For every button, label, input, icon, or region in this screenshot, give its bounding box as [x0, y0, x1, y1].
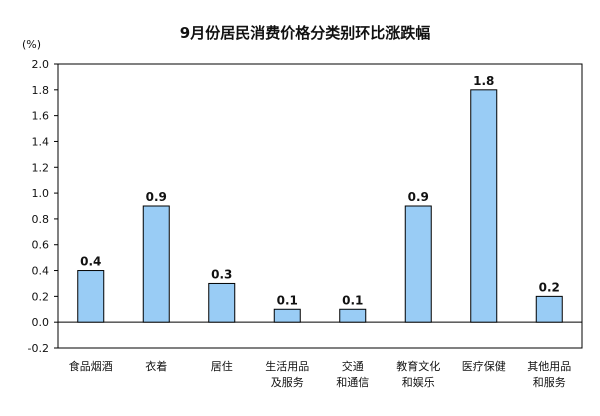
bar-value-label: 0.4: [80, 255, 101, 269]
y-tick-label: 1.6: [32, 110, 50, 123]
plot-frame: [57, 63, 583, 349]
x-category-label: 和娱乐: [402, 375, 435, 389]
bar: [208, 282, 236, 323]
x-category-label: 居住: [211, 359, 233, 373]
bar: [273, 308, 301, 323]
y-axis-unit: (%): [22, 38, 41, 51]
bar: [470, 89, 498, 323]
bar: [404, 205, 432, 323]
x-category-label: 和服务: [533, 376, 566, 389]
bar-value-label: 0.9: [408, 190, 429, 204]
x-category-label: 其他用品: [527, 360, 571, 373]
bar: [535, 295, 563, 323]
chart-title: 9月份居民消费价格分类别环比涨跌幅: [180, 24, 430, 42]
x-category-label: 教育文化: [396, 359, 440, 373]
bar-value-label: 0.1: [277, 293, 298, 307]
bar: [339, 308, 367, 323]
x-category-label: 交通: [342, 359, 364, 373]
x-category-label: 生活用品: [265, 359, 309, 373]
bar-value-label: 0.2: [539, 280, 560, 294]
x-category-label: 食品烟酒: [69, 359, 113, 373]
x-category-label: 医疗保健: [462, 359, 506, 373]
y-tick-label: 0.8: [32, 213, 50, 226]
x-category-label: 衣着: [145, 359, 167, 373]
bar-value-label: 0.3: [211, 267, 232, 281]
y-tick-label: 1.2: [32, 161, 50, 174]
y-tick-label: 1.8: [32, 84, 50, 97]
bar: [77, 270, 105, 323]
y-tick-label: -0.2: [28, 342, 49, 355]
y-tick-label: 2.0: [32, 58, 50, 71]
bar: [142, 205, 170, 323]
plot-area: -0.2 0.0 0.2 0.4 0.6 0.8 1.0 1.2 1.4 1.6 1.8 2.0 0.4…: [28, 58, 583, 389]
y-tick-label: 0.0: [32, 316, 50, 329]
y-tick-label: 1.0: [32, 187, 50, 200]
y-tick-label: 0.6: [32, 239, 50, 252]
y-tick-label: 0.4: [32, 265, 50, 278]
y-tick-label: 0.2: [32, 290, 50, 303]
bar-value-label: 0.9: [146, 190, 167, 204]
x-category-label: 和通信: [336, 376, 369, 389]
bar-value-label: 1.8: [473, 74, 494, 88]
y-tick-label: 1.4: [32, 135, 50, 148]
x-category-label: 及服务: [271, 376, 304, 389]
bar-value-label: 0.1: [342, 293, 363, 307]
